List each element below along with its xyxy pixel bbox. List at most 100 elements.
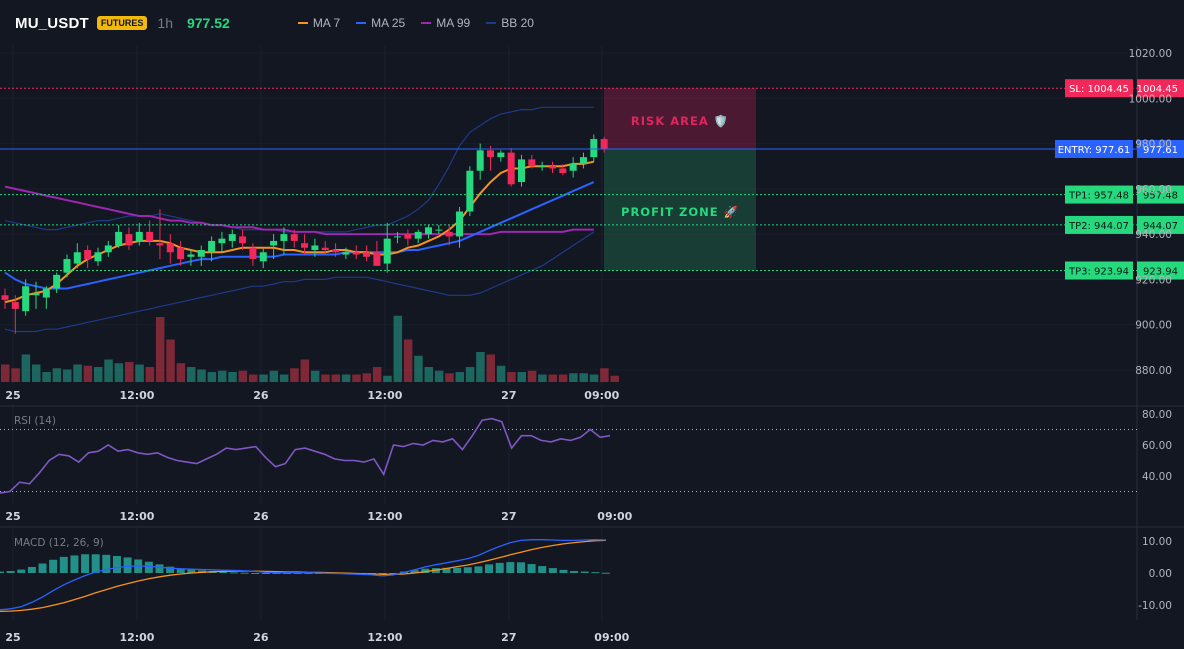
legend-swatch	[356, 22, 367, 24]
candle-body	[208, 240, 216, 253]
candle-body	[290, 234, 298, 241]
rsi-tick-label: 80.00	[1142, 409, 1172, 421]
volume-bar	[434, 370, 444, 382]
rsi-time-tick-label: 27	[501, 510, 516, 523]
macd-histogram-bar	[27, 566, 36, 573]
volume-bar	[476, 352, 485, 382]
volume-bar	[445, 373, 454, 382]
macd-histogram-bar	[495, 562, 504, 573]
candle-body	[497, 152, 505, 158]
candle-body	[156, 243, 164, 246]
macd-histogram-bar	[283, 573, 292, 574]
rsi-time-tick-label: 25	[5, 510, 20, 523]
candle-body	[73, 252, 81, 264]
candle-body	[363, 252, 371, 257]
macd-histogram-bar	[112, 556, 121, 573]
macd-histogram-bar	[123, 557, 132, 573]
macd-histogram-bar	[559, 569, 568, 573]
macd-histogram-bar	[485, 564, 494, 573]
candle-body	[600, 139, 608, 150]
timeframe-label[interactable]: 1h	[157, 15, 173, 31]
legend-item-ma25[interactable]: MA 25	[356, 16, 405, 30]
macd-histogram-bar	[548, 568, 557, 573]
candle-body	[53, 274, 61, 289]
macd-time-tick-label: 27	[501, 631, 516, 644]
legend-label: BB 20	[501, 16, 534, 30]
volume-bar	[114, 363, 124, 382]
candle-body	[538, 166, 546, 168]
volume-bar	[248, 374, 258, 382]
price-tick-label: 940.00	[1135, 229, 1172, 241]
macd-histogram-bar	[229, 572, 238, 574]
macd-histogram-bar	[580, 571, 589, 573]
macd-histogram-bar	[240, 572, 249, 574]
macd-histogram-bar	[442, 567, 451, 573]
volume-bar	[393, 315, 403, 382]
macd-time-tick-label: 12:00	[119, 631, 154, 644]
volume-bar	[269, 370, 279, 382]
candle-body	[425, 227, 433, 235]
profit-zone-label: PROFIT ZONE 🚀	[621, 205, 739, 219]
price-axis-tag	[1137, 79, 1184, 98]
price-tick-label: 880.00	[1135, 365, 1172, 377]
time-tick-label: 26	[253, 389, 269, 402]
ma7-line	[4, 160, 595, 304]
price-axis-tag-value: 1004.45	[1137, 84, 1178, 95]
macd-tick-label: 0.00	[1149, 568, 1172, 580]
volume-bar	[73, 364, 82, 382]
volume-bar	[300, 359, 310, 382]
legend-item-ma7[interactable]: MA 7	[297, 16, 340, 30]
rsi-time-tick-label: 12:00	[367, 510, 402, 523]
volume-bar	[259, 374, 268, 382]
volume-bar	[507, 372, 516, 382]
candle-body	[476, 150, 484, 171]
volume-bar	[145, 367, 155, 382]
volume-bar	[517, 372, 526, 382]
macd-histogram-bar	[251, 573, 260, 574]
rsi-time-tick-label: 12:00	[119, 510, 154, 523]
volume-bar	[207, 372, 217, 382]
volume-bar	[558, 374, 568, 382]
legend-item-ma99[interactable]: MA 99	[421, 16, 470, 30]
candle-body	[146, 231, 154, 241]
symbol-name[interactable]: MU_USDT	[15, 14, 89, 32]
macd-histogram-bar	[272, 573, 281, 574]
rsi-tick-label: 60.00	[1142, 440, 1172, 452]
candle-body	[414, 231, 422, 239]
macd-histogram-bar	[187, 569, 196, 573]
candle-body	[548, 166, 556, 169]
volume-bar	[135, 364, 144, 382]
price-axis-tag	[1137, 139, 1184, 158]
volume-bar	[62, 369, 72, 382]
candle-body	[383, 238, 391, 264]
candle-body	[84, 249, 92, 260]
trade-tag-stop	[1065, 79, 1133, 98]
time-tick-label: 09:00	[584, 389, 619, 402]
macd-histogram-bar	[176, 568, 185, 573]
volume-bar	[579, 373, 588, 382]
macd-histogram-bar	[0, 571, 4, 573]
rsi-time-tick-label: 26	[253, 510, 269, 523]
volume-bar	[52, 368, 62, 382]
legend-swatch	[486, 22, 497, 24]
candle-body	[404, 234, 412, 239]
price-tick-label: 960.00	[1135, 184, 1172, 196]
candle-body	[466, 170, 474, 212]
last-price: 977.52	[186, 15, 230, 31]
macd-histogram-bar	[389, 573, 398, 574]
volume-bar	[362, 373, 372, 382]
macd-histogram-bar	[91, 554, 100, 573]
candle-body	[528, 159, 536, 167]
volume-bar	[548, 374, 557, 382]
volume-bar	[186, 367, 196, 382]
macd-histogram-bar	[38, 563, 47, 573]
macd-histogram-bar	[219, 571, 228, 573]
market-badge: FUTURES	[96, 16, 148, 30]
candle-body	[579, 157, 587, 164]
grid	[0, 46, 1184, 620]
volume-bar	[83, 365, 93, 382]
macd-line	[0, 539, 607, 611]
trade-tag-target	[1065, 261, 1133, 280]
legend-item-bb20[interactable]: BB 20	[486, 16, 534, 30]
